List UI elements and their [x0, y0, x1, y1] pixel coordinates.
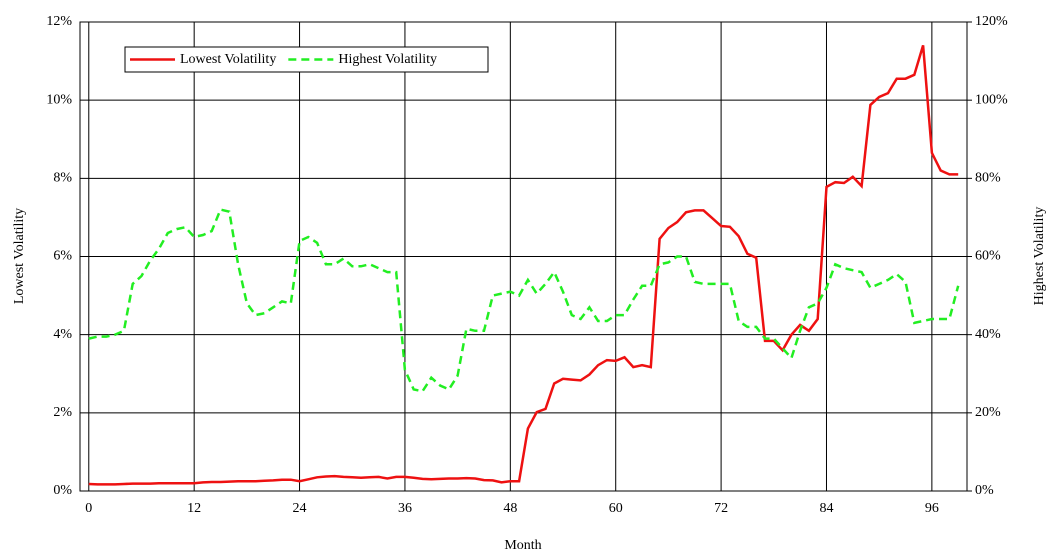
x-tick-label: 24 — [293, 501, 307, 516]
y-tick-label: 12% — [46, 14, 72, 29]
series-line — [88, 45, 959, 486]
y2-tick-label: 120% — [975, 14, 1008, 29]
y-axis-label: Lowest Volatility — [12, 208, 27, 304]
x-tick-label: 72 — [714, 501, 728, 516]
y2-tick-label: 40% — [975, 327, 1001, 342]
x-tick-label: 48 — [503, 501, 517, 516]
x-tick-label: 0 — [85, 501, 92, 516]
y2-axis-label: Highest Volatility — [1032, 207, 1047, 306]
y2-tick-label: 20% — [975, 405, 1001, 420]
y-tick-label: 4% — [53, 327, 72, 342]
y-tick-label: 10% — [46, 92, 72, 107]
x-tick-label: 96 — [925, 501, 939, 516]
y-tick-label: 0% — [53, 483, 72, 498]
x-tick-label: 84 — [819, 501, 833, 516]
legend-label: Highest Volatility — [338, 52, 437, 67]
y-tick-label: 6% — [53, 249, 72, 264]
y2-tick-label: 80% — [975, 171, 1001, 186]
y-tick-label: 2% — [53, 405, 72, 420]
x-tick-label: 12 — [187, 501, 201, 516]
x-axis-label: Month — [504, 538, 541, 553]
legend-label: Lowest Volatility — [180, 52, 276, 67]
y2-tick-label: 0% — [975, 483, 994, 498]
y2-tick-label: 60% — [975, 249, 1001, 264]
series-line — [88, 208, 960, 393]
x-tick-label: 36 — [398, 501, 412, 516]
y-tick-label: 8% — [53, 171, 72, 186]
y2-tick-label: 100% — [975, 92, 1008, 107]
x-tick-label: 60 — [609, 501, 623, 516]
